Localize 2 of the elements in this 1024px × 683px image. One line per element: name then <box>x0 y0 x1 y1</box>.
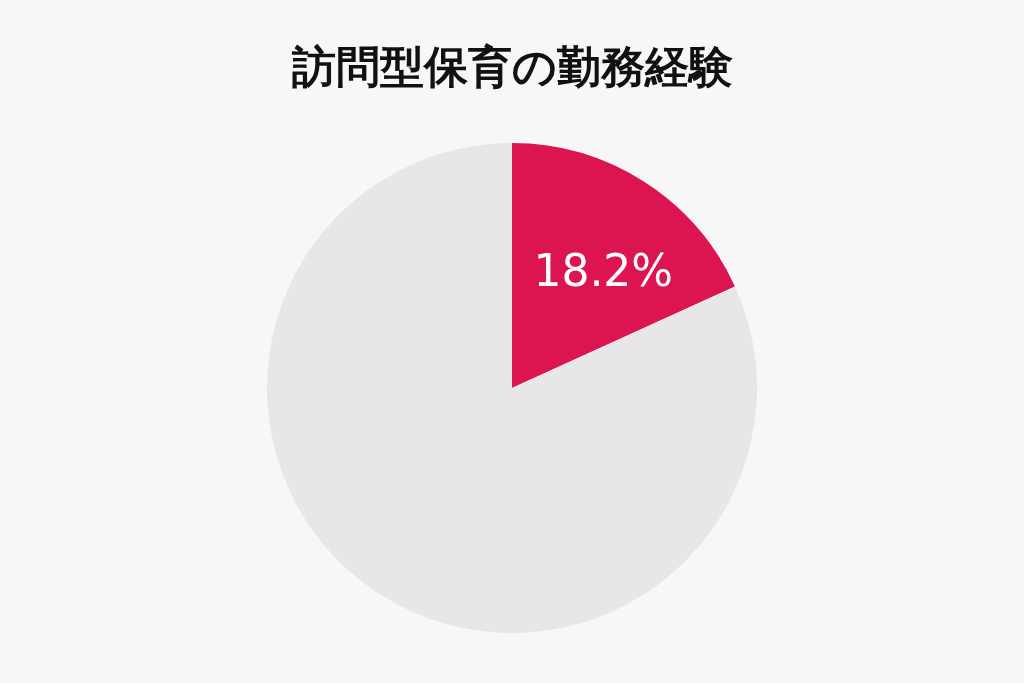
data-label: 18.2% <box>533 245 674 297</box>
chart-title: 訪問型保育の勤務経験 <box>290 40 734 94</box>
